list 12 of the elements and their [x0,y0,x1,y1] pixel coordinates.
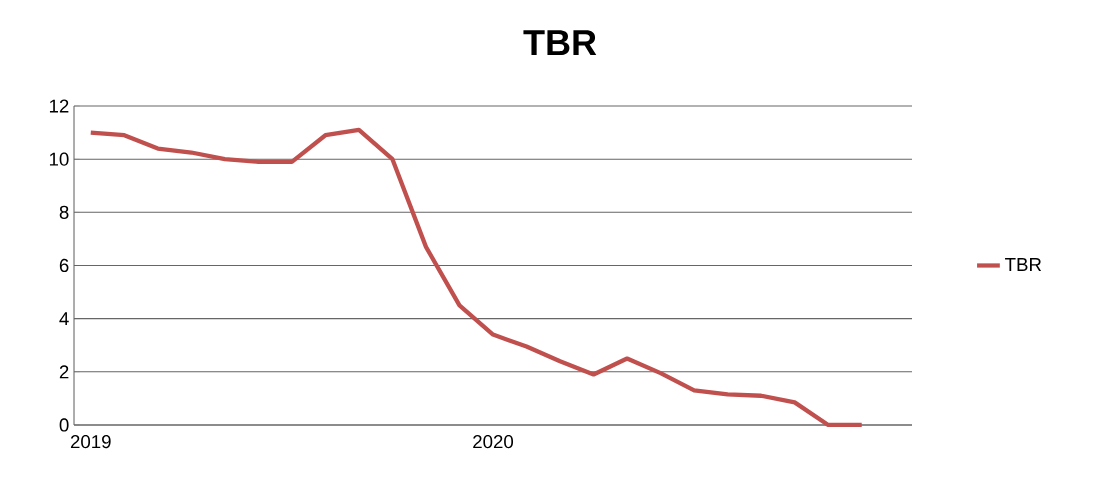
y-tick-label: 2 [59,365,69,379]
y-tick-label: 12 [49,99,69,113]
y-tick-label: 10 [49,152,69,166]
y-tick-label: 0 [59,418,69,432]
x-tick-label: 2019 [70,435,111,449]
y-tick-label: 4 [59,312,69,326]
y-tick-label: 6 [59,258,69,273]
line-series [88,127,864,428]
x-tick-label: 2020 [473,435,514,449]
y-tick-label: 8 [59,205,69,219]
chart-title: TBR [523,30,597,55]
legend-label: TBR [1005,258,1042,271]
